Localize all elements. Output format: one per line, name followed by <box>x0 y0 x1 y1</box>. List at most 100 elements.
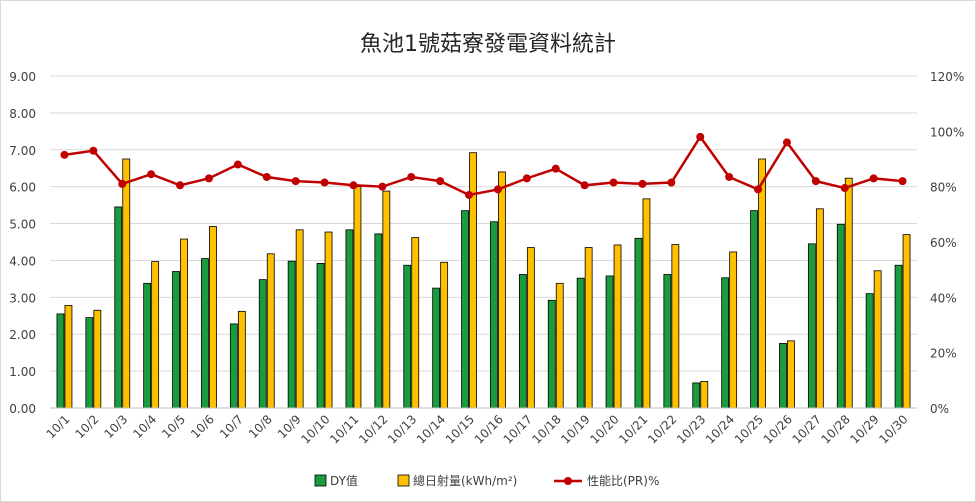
bar-irradiance <box>295 229 304 409</box>
bar-dy <box>201 258 209 409</box>
pr-line <box>64 134 903 197</box>
bar-irradiance <box>440 261 449 409</box>
y-left-tick-label: 9.00 <box>9 70 36 84</box>
bar-irradiance <box>382 190 391 409</box>
y-right-tick-label: 0% <box>930 402 949 416</box>
y-left-tick-label: 7.00 <box>9 144 36 158</box>
bar-dy <box>807 243 816 409</box>
pr-point <box>667 178 676 187</box>
bar-dy <box>432 287 441 409</box>
legend-label-pr: 性能比(PR)% <box>587 474 659 488</box>
pr-point <box>262 172 271 181</box>
y-right-tick-label: 100% <box>930 125 964 139</box>
pr-point <box>493 185 502 194</box>
bar-irradiance <box>324 231 333 409</box>
bar-irradiance <box>237 310 246 409</box>
pr-point <box>320 178 329 187</box>
pr-point <box>378 182 387 191</box>
bars <box>56 152 911 409</box>
pr-point <box>551 164 560 173</box>
bar-irradiance <box>700 381 709 409</box>
y-right-tick-label: 120% <box>930 70 964 84</box>
y-left-tick-label: 6.00 <box>9 181 36 195</box>
bar-irradiance <box>266 253 275 409</box>
bar-irradiance <box>151 261 160 409</box>
bar-dy <box>258 279 267 409</box>
bar-irradiance <box>555 282 564 409</box>
y-left-tick-label: 2.00 <box>9 328 36 342</box>
pr-point <box>176 181 185 190</box>
y-left-tick-label: 5.00 <box>9 218 36 232</box>
bar-dy <box>403 264 412 409</box>
y-left-tick-label: 1.00 <box>9 365 36 379</box>
bar-dy <box>865 293 874 409</box>
bar-irradiance <box>729 251 738 409</box>
pr-point <box>465 190 474 199</box>
bar-dy <box>56 313 65 409</box>
y-axis-left: 0.00 1.00 2.00 3.00 4.00 5.00 6.00 7.00 8.00 9.00 <box>9 70 36 416</box>
bar-dy <box>605 275 614 409</box>
pr-point <box>522 174 531 183</box>
pr-point <box>204 174 213 183</box>
bar-irradiance <box>64 305 73 409</box>
y-left-tick-label: 4.00 <box>9 254 36 268</box>
legend: DY值 總日射量(kWh/m²) 性能比(PR)% <box>314 473 659 488</box>
bar-irradiance <box>758 158 766 409</box>
bar-dy <box>114 206 123 409</box>
pr-point <box>898 177 907 186</box>
bar-dy <box>836 223 845 409</box>
bar-dy <box>172 271 180 409</box>
bar-irradiance <box>209 226 217 409</box>
pr-point <box>869 174 878 183</box>
y-right-tick-label: 20% <box>930 347 957 361</box>
bar-irradiance <box>93 309 102 409</box>
pr-point <box>580 181 589 190</box>
bar-dy <box>490 221 498 409</box>
pr-line-series <box>60 132 907 199</box>
bar-irradiance <box>787 340 795 409</box>
bar-irradiance <box>902 234 911 409</box>
bar-dy <box>576 277 585 409</box>
pr-point <box>840 184 849 193</box>
pr-point <box>638 179 647 188</box>
pr-point <box>60 150 69 159</box>
bar-dy <box>692 382 701 409</box>
bar-irradiance <box>411 237 420 409</box>
pr-point <box>754 185 763 194</box>
chart-title: 魚池1號菇寮發電資料統計 <box>360 32 616 57</box>
y-right-tick-label: 40% <box>930 291 957 305</box>
pr-point <box>118 179 127 188</box>
bar-dy <box>287 260 296 409</box>
bar-dy <box>461 210 469 409</box>
bar-dy <box>85 317 94 409</box>
bar-dy <box>634 237 643 409</box>
legend-marker-pr <box>564 477 572 485</box>
pr-point <box>407 172 416 181</box>
pr-point <box>291 177 300 186</box>
pr-point <box>696 132 705 141</box>
pr-point <box>436 177 445 186</box>
bar-dy <box>143 282 152 409</box>
bar-dy <box>721 277 730 409</box>
bar-irradiance <box>642 198 651 409</box>
bar-dy <box>547 299 556 409</box>
bar-irradiance <box>469 152 477 409</box>
pr-point <box>811 177 820 186</box>
pr-point <box>609 178 618 187</box>
pr-point <box>782 138 791 147</box>
y-left-tick-label: 8.00 <box>9 107 36 121</box>
bar-irradiance <box>526 247 535 409</box>
bar-irradiance <box>613 244 622 409</box>
bar-dy <box>663 274 672 409</box>
bar-irradiance <box>584 247 593 409</box>
bar-irradiance <box>873 270 882 409</box>
bar-irradiance <box>498 171 506 409</box>
pr-point <box>147 170 156 179</box>
y-left-tick-label: 0.00 <box>9 402 36 416</box>
y-axis-right: 0% 20% 40% 60% 80% 100% 120% <box>930 70 964 416</box>
bar-dy <box>229 323 238 409</box>
bar-dy <box>316 262 325 409</box>
bar-irradiance <box>671 244 680 409</box>
pr-point <box>349 181 358 190</box>
